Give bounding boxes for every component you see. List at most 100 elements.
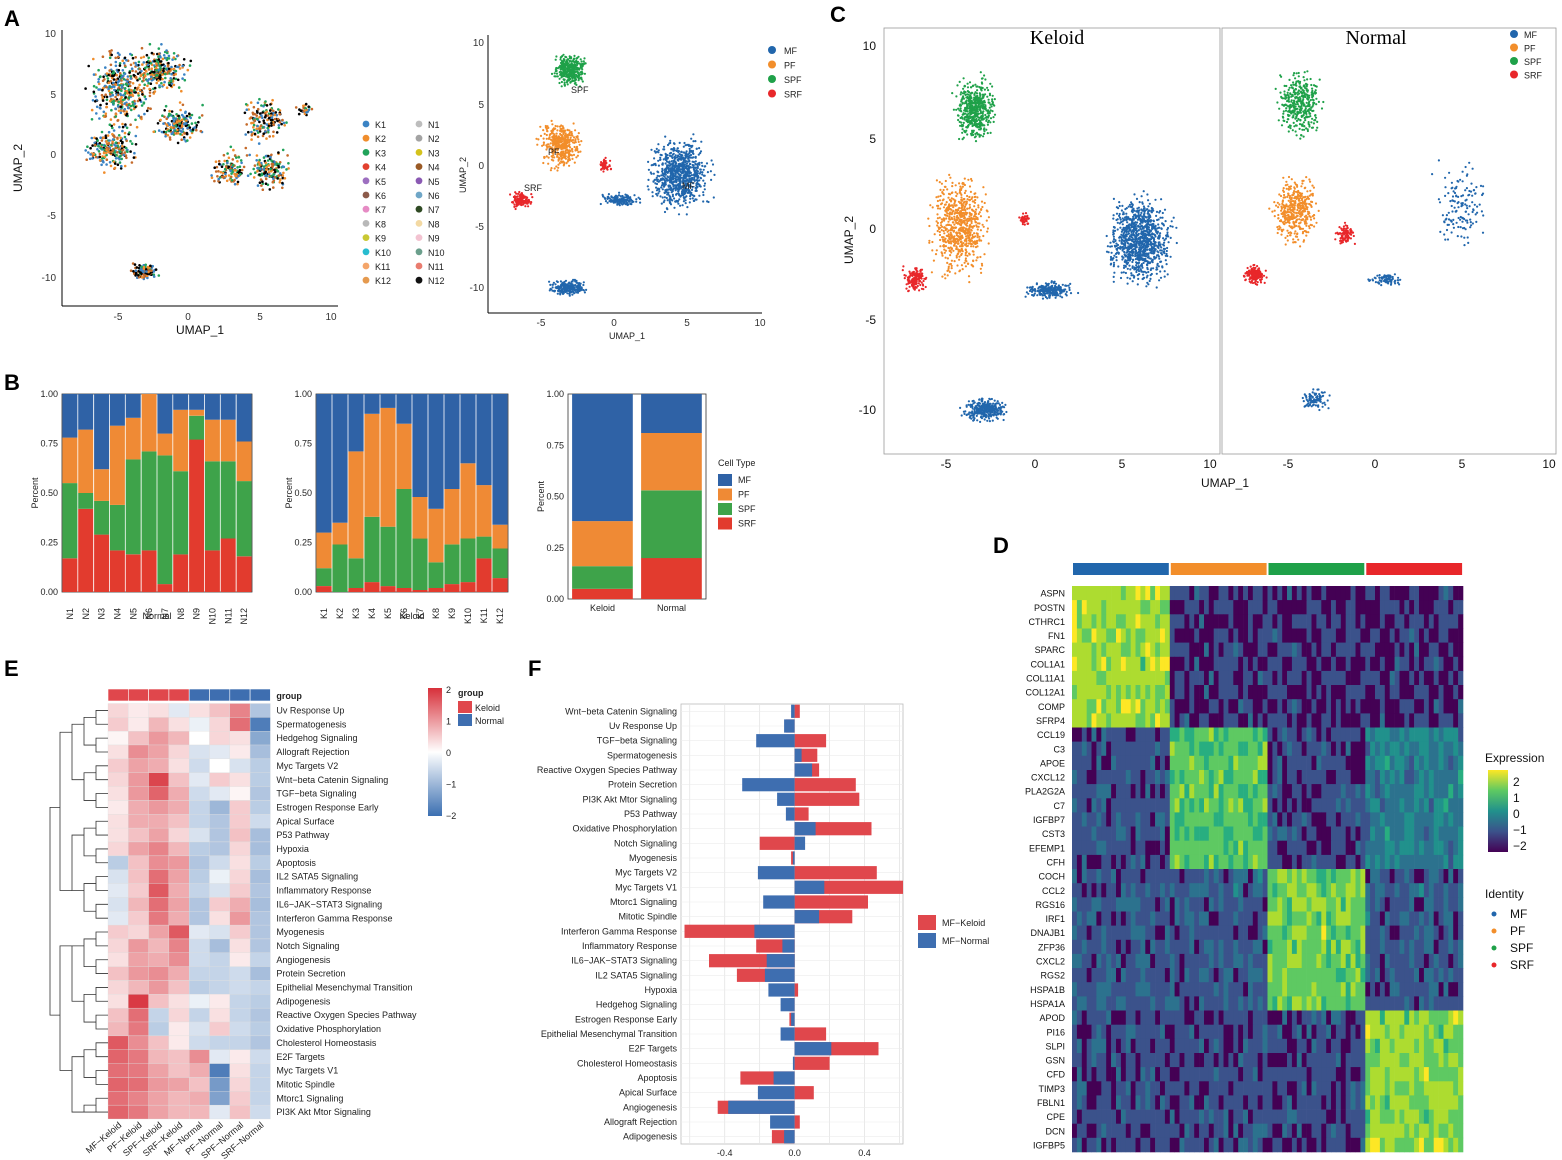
umap-point — [215, 165, 219, 169]
umap-point — [134, 134, 138, 138]
umap-point — [580, 66, 583, 69]
umap-point — [684, 156, 688, 159]
umap-point — [143, 112, 146, 116]
umap-point — [90, 136, 94, 140]
umap-point — [695, 169, 698, 172]
umap-point — [565, 141, 568, 144]
umap-point — [100, 163, 103, 167]
umap-point — [551, 286, 554, 289]
umap-point — [113, 143, 116, 147]
umap-point — [951, 221, 955, 224]
umap-point — [125, 103, 128, 107]
legend-dot — [415, 177, 423, 185]
umap-point — [237, 174, 241, 178]
umap-point — [125, 139, 128, 143]
umap-point — [635, 200, 638, 203]
a-left-xlabel: UMAP_1 — [176, 323, 224, 337]
umap-point — [702, 168, 705, 171]
umap-point — [167, 54, 171, 58]
a-left-xtick: 0 — [185, 312, 191, 323]
umap-point — [117, 141, 121, 145]
umap-point — [688, 201, 691, 204]
umap-point — [225, 179, 229, 183]
umap-point — [617, 194, 621, 197]
umap-point — [973, 93, 976, 96]
umap-point — [152, 275, 156, 278]
umap-point — [968, 91, 971, 94]
umap-point — [666, 179, 669, 182]
umap-point — [667, 176, 670, 179]
umap-point — [181, 127, 185, 131]
umap-point — [968, 100, 971, 103]
umap-point — [599, 202, 602, 206]
umap-point — [304, 102, 308, 106]
umap-point — [963, 239, 966, 242]
umap-point — [599, 163, 602, 166]
umap-point — [573, 145, 576, 149]
umap-point — [670, 177, 673, 180]
umap-point — [577, 132, 580, 135]
legend-dot — [362, 163, 370, 171]
umap-point — [966, 86, 970, 89]
umap-point — [968, 105, 971, 108]
umap-point — [271, 165, 274, 168]
umap-point — [961, 138, 964, 141]
umap-point — [137, 114, 141, 117]
umap-point — [657, 192, 660, 195]
umap-point — [692, 156, 695, 159]
umap-point — [188, 112, 191, 115]
umap-point — [946, 261, 949, 264]
umap-point — [983, 88, 987, 91]
umap-point — [106, 142, 110, 146]
umap-point — [980, 97, 983, 100]
umap-point — [183, 137, 186, 141]
a-right-cluster-label: PF — [548, 147, 560, 157]
umap-point — [676, 154, 680, 158]
umap-point — [695, 179, 698, 182]
umap-point — [627, 196, 630, 199]
legend-dot — [362, 262, 370, 270]
umap-point — [159, 118, 162, 122]
umap-point — [272, 186, 275, 189]
umap-point — [526, 202, 529, 205]
umap-point — [663, 210, 667, 214]
umap-point — [967, 119, 970, 122]
umap-point — [142, 61, 146, 64]
umap-point — [234, 174, 237, 178]
umap-point — [657, 143, 660, 146]
umap-point — [976, 228, 979, 231]
umap-point — [132, 156, 136, 159]
umap-point — [984, 78, 987, 81]
umap-point — [571, 141, 575, 144]
umap-point — [163, 115, 166, 119]
umap-point — [953, 223, 956, 226]
umap-point — [190, 113, 194, 117]
umap-point — [609, 200, 613, 203]
umap-point — [146, 84, 149, 88]
umap-point — [562, 61, 565, 64]
umap-point — [958, 206, 961, 210]
umap-point — [975, 95, 978, 98]
umap-point — [950, 197, 953, 200]
umap-point — [129, 123, 132, 126]
umap-point — [677, 150, 681, 153]
umap-point — [119, 139, 123, 142]
umap-point — [85, 158, 88, 161]
legend-dot — [362, 205, 370, 213]
umap-point — [657, 171, 660, 174]
umap-point — [991, 94, 994, 97]
umap-point — [954, 191, 957, 194]
umap-point — [252, 176, 256, 179]
umap-point — [128, 131, 131, 134]
umap-point — [583, 291, 587, 294]
umap-point — [132, 105, 136, 108]
umap-point — [705, 162, 709, 165]
umap-point — [259, 167, 262, 171]
umap-point — [687, 166, 690, 169]
umap-point — [155, 64, 159, 67]
umap-point — [518, 200, 521, 203]
umap-point — [105, 158, 109, 161]
umap-point — [976, 108, 979, 111]
umap-point — [560, 284, 563, 287]
legend-dot — [768, 75, 776, 83]
